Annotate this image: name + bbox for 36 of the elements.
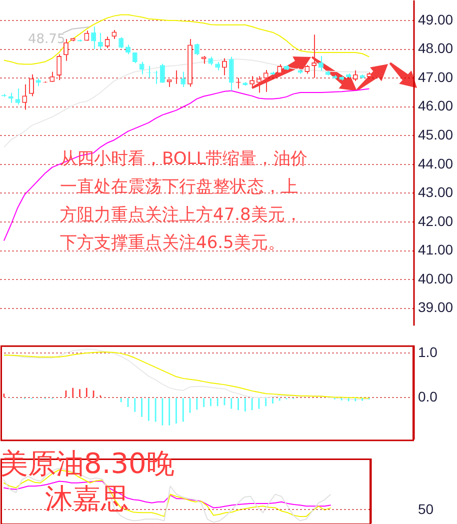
y-tick-label: 47.00	[418, 68, 454, 85]
y-tick-label: 39.00	[418, 299, 454, 316]
candlestick	[194, 43, 200, 56]
candlestick	[139, 61, 144, 75]
candlestick	[63, 38, 68, 62]
candlestick	[98, 32, 103, 50]
y-tick-label: 44.00	[418, 155, 454, 172]
text: 50	[418, 501, 434, 517]
y-tick-label: 46.00	[418, 98, 454, 114]
candlestick	[318, 55, 324, 72]
y-tick-label: 42.00	[418, 212, 454, 229]
candlestick	[56, 54, 62, 81]
candlestick	[15, 88, 20, 106]
candlestick	[228, 56, 234, 92]
candlestick	[91, 26, 96, 50]
y-tick-label: 40.00	[418, 270, 454, 286]
y-tick-label: 0.0	[418, 388, 438, 404]
candlestick	[22, 84, 28, 110]
candlestick	[256, 76, 262, 94]
candlestick	[222, 58, 227, 76]
candlestick	[312, 34, 317, 78]
candlestick	[250, 76, 255, 88]
candlestick	[8, 92, 14, 104]
candlestick	[118, 36, 124, 49]
y-tick-label: 1.0	[418, 344, 438, 360]
y-tick-label: 41.00	[418, 242, 454, 258]
candlestick	[352, 70, 358, 82]
candlestick	[180, 71, 186, 88]
y-tick-label: 45.00	[418, 126, 454, 143]
y-tick-label: 43.00	[418, 184, 454, 200]
candlestick	[29, 74, 34, 97]
candlestick	[263, 70, 268, 92]
y-tick-label: 48.00	[418, 40, 454, 56]
candlestick	[160, 63, 165, 84]
y-tick-label: 49.00	[418, 11, 454, 28]
annotation: 48.75	[28, 32, 66, 48]
